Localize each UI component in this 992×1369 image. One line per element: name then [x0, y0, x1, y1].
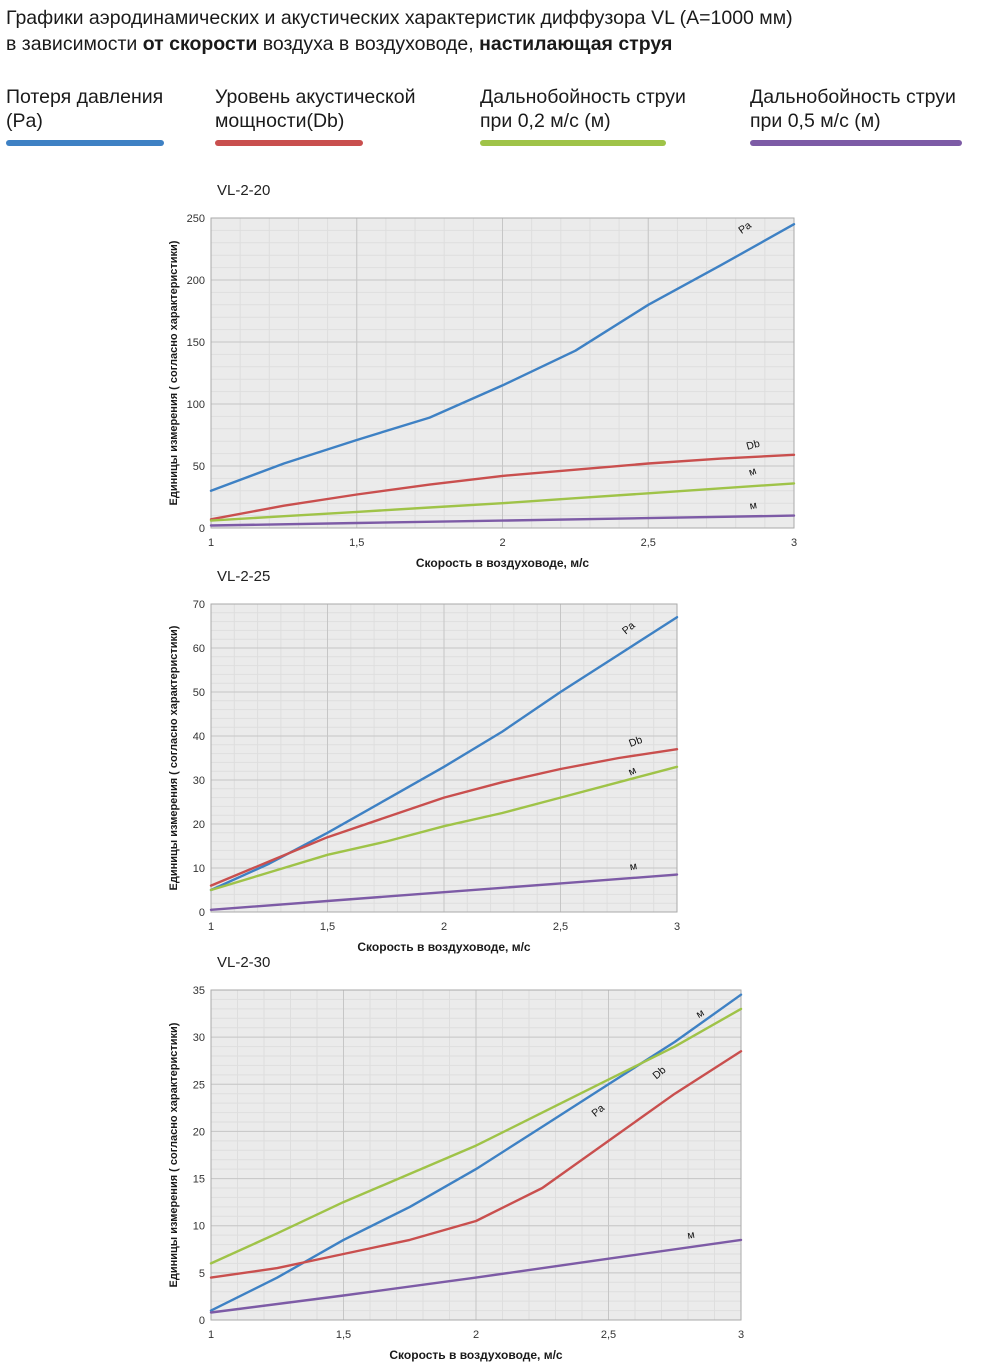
svg-text:30: 30	[193, 1032, 205, 1044]
page-title-line2: в зависимости от скорости воздуха в возд…	[6, 32, 986, 58]
svg-text:200: 200	[187, 275, 205, 287]
page-title-line1: Графики аэродинамических и акустических …	[6, 7, 793, 29]
legend-bar	[480, 139, 666, 146]
svg-text:20: 20	[193, 819, 205, 831]
svg-text:3: 3	[674, 921, 680, 933]
svg-text:150: 150	[187, 337, 205, 349]
legend-item-acoustic-power: Уровень акустической мощности(Db)	[215, 86, 455, 146]
svg-text:2: 2	[441, 921, 447, 933]
legend-label: Потеря давления (Pa)	[6, 86, 164, 132]
legend-label: Дальнобойность струи при 0,2 м/с (м)	[480, 86, 686, 132]
chart-legend: Потеря давления (Pa) Уровень акустическо…	[0, 86, 992, 150]
chart-vl-2-25: VL-2-25 1 1,5 2 2,5 3 0 10 20 30 40 50 60 70 Pa Db м м Ед…	[165, 566, 691, 954]
x-axis-label: Скорость в воздуховоде, м/с	[357, 940, 531, 954]
svg-text:1: 1	[208, 537, 214, 549]
svg-text:100: 100	[187, 399, 205, 411]
svg-text:15: 15	[193, 1174, 205, 1186]
svg-text:3: 3	[791, 537, 797, 549]
svg-text:40: 40	[193, 731, 205, 743]
chart-title: VL-2-25	[217, 568, 271, 585]
svg-text:60: 60	[193, 643, 205, 655]
svg-text:Единицы измерения ( согласно х: Единицы измерения ( согласно характерист…	[168, 240, 180, 505]
svg-text:10: 10	[193, 863, 205, 875]
svg-text:Db: Db	[627, 734, 644, 750]
legend-label: Уровень акустической мощности(Db)	[215, 86, 416, 132]
svg-text:м: м	[747, 465, 758, 479]
svg-text:3: 3	[738, 1329, 744, 1341]
x-axis-label: Скорость в воздуховоде, м/с	[415, 556, 590, 570]
title-bold-speed: от скорости	[142, 32, 258, 55]
svg-text:70: 70	[193, 599, 205, 611]
svg-text:1,5: 1,5	[336, 1329, 351, 1341]
svg-text:0: 0	[199, 907, 205, 919]
legend-item-jet-range-05: Дальнобойность струи при 0,5 м/с (м)	[750, 86, 988, 146]
legend-item-pressure-loss: Потеря давления (Pa)	[6, 86, 201, 146]
x-axis-label: Скорость в воздуховоде, м/с	[389, 1348, 563, 1362]
svg-text:5: 5	[199, 1268, 205, 1280]
title-text: в зависимости	[6, 32, 143, 55]
svg-text:0: 0	[199, 523, 205, 535]
legend-bar	[750, 139, 962, 146]
svg-text:50: 50	[193, 687, 205, 699]
svg-text:2: 2	[473, 1329, 479, 1341]
legend-bar	[215, 139, 363, 146]
legend-item-jet-range-02: Дальнобойность струи при 0,2 м/с (м)	[480, 86, 722, 146]
title-text: воздуха в воздуховоде,	[257, 32, 480, 55]
title-bold-jet: настилающая струя	[479, 32, 673, 55]
svg-text:м: м	[627, 764, 639, 778]
svg-text:30: 30	[193, 775, 205, 787]
svg-text:1: 1	[208, 1329, 214, 1341]
legend-label: Дальнобойность струи при 0,5 м/с (м)	[750, 86, 956, 132]
chart-vl-2-30: VL-2-30 1 1,5 2 2,5 3 0 5 10 15 20 25 30 35 Pa Db м м Еди…	[165, 952, 755, 1362]
svg-text:м: м	[686, 1229, 695, 1242]
svg-text:0: 0	[199, 1315, 205, 1327]
svg-text:25: 25	[193, 1079, 205, 1091]
svg-text:2,5: 2,5	[601, 1329, 616, 1341]
svg-text:50: 50	[193, 461, 205, 473]
chart-title: VL-2-20	[217, 182, 271, 199]
svg-text:м: м	[749, 499, 758, 512]
svg-text:м: м	[629, 860, 638, 873]
svg-text:2,5: 2,5	[553, 921, 568, 933]
svg-text:20: 20	[193, 1126, 205, 1138]
legend-bar	[6, 139, 164, 146]
svg-text:2: 2	[499, 537, 505, 549]
svg-text:Единицы измерения ( согласно х: Единицы измерения ( согласно характерист…	[168, 1022, 180, 1287]
svg-text:250: 250	[187, 213, 205, 225]
page-header: Графики аэродинамических и акустических …	[6, 6, 986, 57]
svg-text:35: 35	[193, 985, 205, 997]
chart-vl-2-20: VL-2-20 1 1,5 2 2,5 3 0 50 100 150 200 250 Pa Db м м Ед…	[165, 180, 808, 570]
svg-text:1,5: 1,5	[320, 921, 335, 933]
svg-text:2,5: 2,5	[641, 537, 656, 549]
svg-text:Единицы измерения ( согласно х: Единицы измерения ( согласно характерист…	[168, 625, 180, 890]
svg-text:10: 10	[193, 1221, 205, 1233]
svg-text:1,5: 1,5	[349, 537, 364, 549]
svg-text:Db: Db	[745, 438, 761, 453]
svg-text:1: 1	[208, 921, 214, 933]
chart-title: VL-2-30	[217, 954, 271, 971]
